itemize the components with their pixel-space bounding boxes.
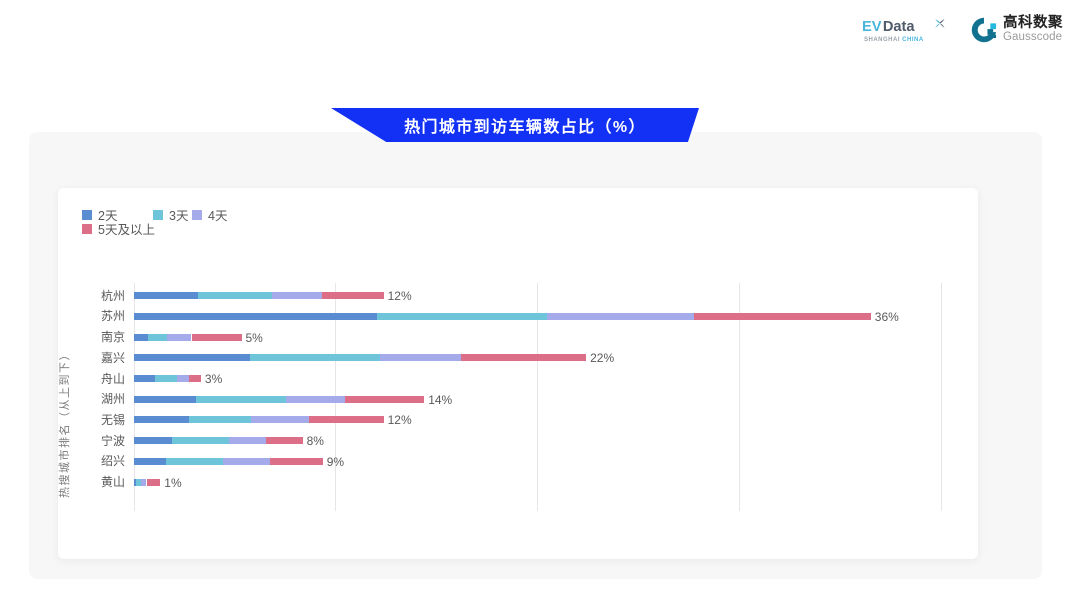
- svg-text:Data: Data: [883, 19, 916, 35]
- svg-text:EV: EV: [862, 19, 882, 35]
